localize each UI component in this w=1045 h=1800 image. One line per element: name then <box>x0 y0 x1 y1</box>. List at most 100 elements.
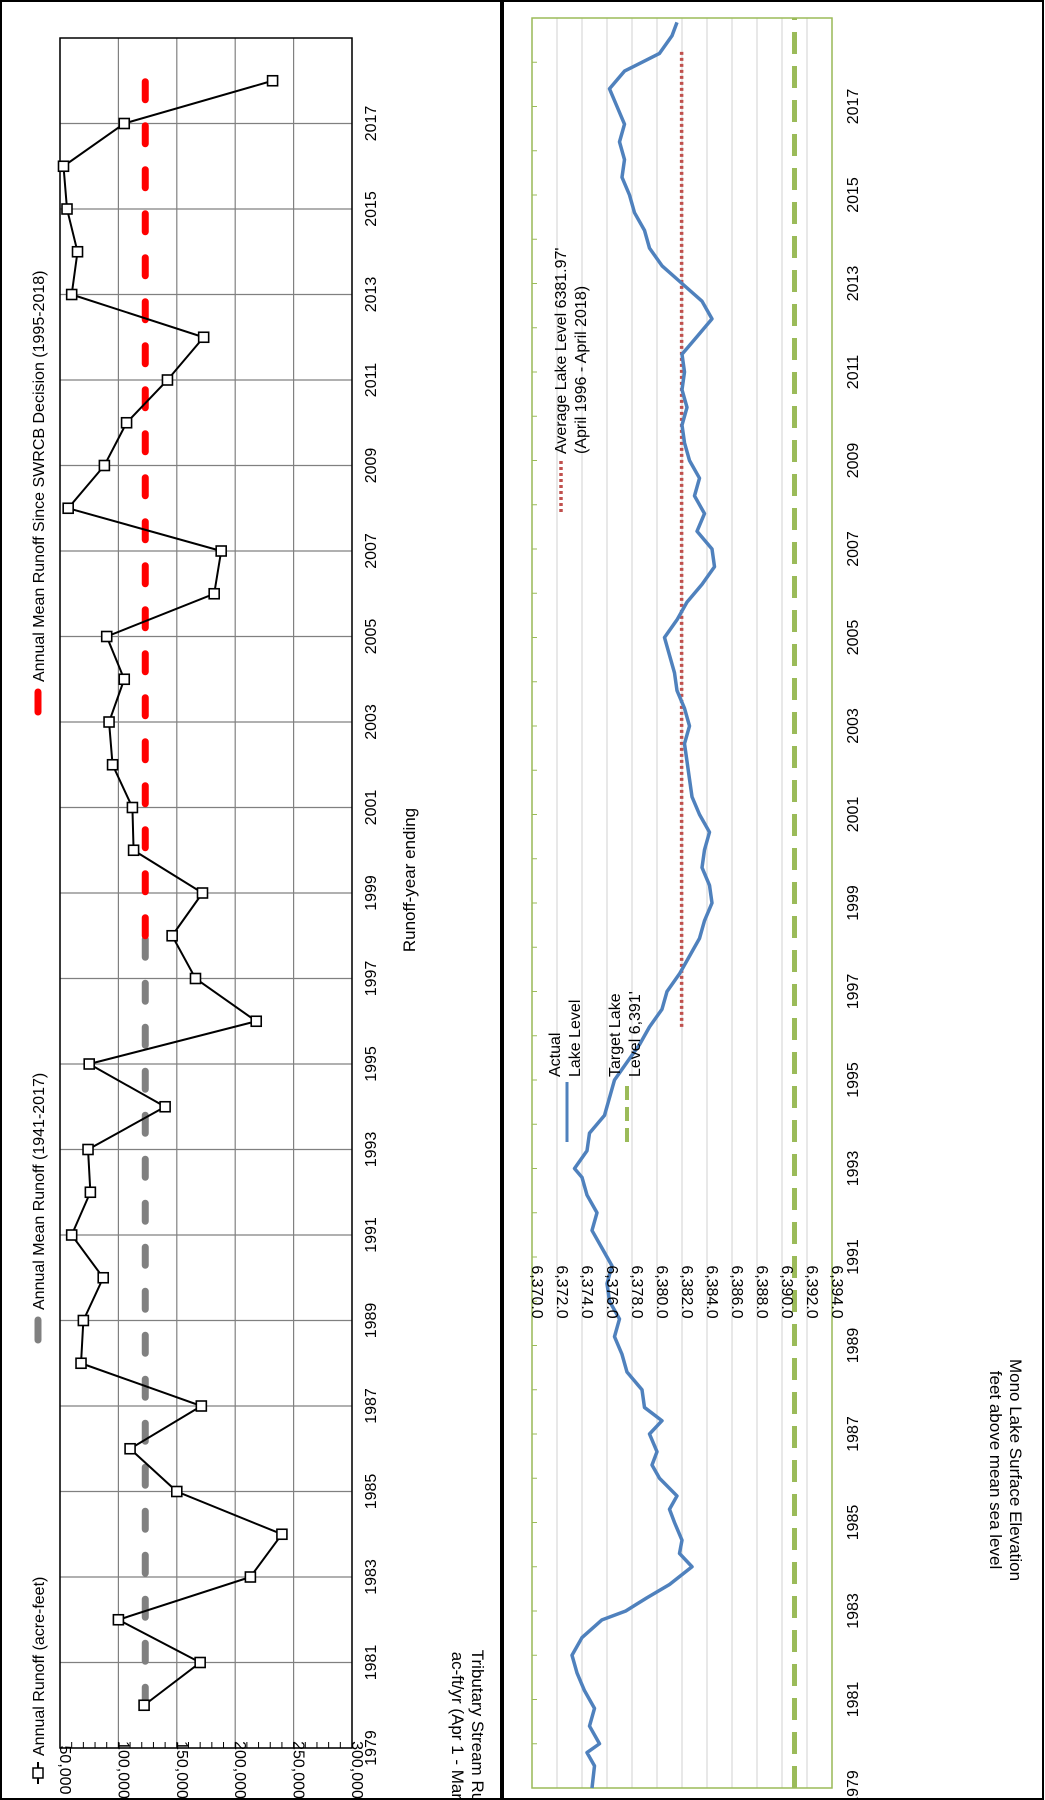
runoff-point-1990 <box>97 1271 110 1284</box>
runoff-x-tick-1997: 1997 <box>363 961 380 997</box>
legend-target-label-line1: Target Lake <box>607 993 624 1077</box>
runoff-point-2016 <box>57 160 70 173</box>
lake-level-chart: 6,370.0 6,372.0 6,374.0 6,376.0 6,378.0 6,380… <box>528 17 1025 1800</box>
lake-y-tick-6-370-0: 6,370.0 <box>528 1265 545 1318</box>
lake-x-tick-1989: 1989 <box>845 1328 862 1364</box>
runoff-point-2017 <box>118 117 131 130</box>
runoff-point-2003 <box>103 716 115 728</box>
lake-y-axis-label-line1: Mono Lake Surface Elevation <box>1006 1359 1025 1581</box>
runoff-point-1986 <box>124 1442 136 1455</box>
runoff-plot-frame <box>59 37 353 1749</box>
lake-y-tick-6-374-0: 6,374.0 <box>578 1265 595 1318</box>
runoff-x-tick-1989: 1989 <box>363 1303 380 1339</box>
lake-x-tick-1997: 1997 <box>845 974 862 1010</box>
runoff-point-1998 <box>166 929 178 942</box>
runoff-chart: 50,000 100,000 150,000 200,000 250,000 300,00… <box>31 37 487 1800</box>
runoff-point-2002 <box>106 758 119 771</box>
runoff-point-2012 <box>197 331 210 344</box>
runoff-point-1983 <box>244 1571 257 1583</box>
lake-series <box>570 18 797 1789</box>
runoff-legend: Annual Runoff (acre-feet) Annual Mean Ru… <box>31 271 48 1784</box>
runoff-point-1984 <box>276 1528 288 1541</box>
legend-mean-since-label: Annual Mean Runoff Since SWRCB Decision … <box>31 271 48 682</box>
legend-target-label-line2: Level 6,391' <box>627 991 644 1077</box>
lake-x-tick-1983: 1983 <box>845 1593 862 1629</box>
runoff-point-2000 <box>127 844 140 857</box>
lake-y-tick-6-380-0: 6,380.0 <box>653 1265 670 1318</box>
runoff-x-tick-1991: 1991 <box>363 1217 380 1253</box>
lake-x-tick-2015: 2015 <box>845 177 862 213</box>
runoff-x-tick-2013: 2013 <box>363 277 380 313</box>
runoff-point-1997 <box>189 972 202 985</box>
series-actual-lake-level <box>570 21 717 1789</box>
runoff-x-tick-1993: 1993 <box>363 1132 380 1168</box>
lake-x-tick-1999: 1999 <box>845 885 862 921</box>
runoff-point-2010 <box>120 416 133 429</box>
lake-y-tick-labels: 6,370.0 6,372.0 6,374.0 6,376.0 6,378.0 6,380… <box>528 1265 845 1318</box>
runoff-point-2014 <box>71 245 84 258</box>
runoff-x-tick-2009: 2009 <box>363 448 380 484</box>
lake-y-tick-6-390-0: 6,390.0 <box>778 1265 795 1318</box>
runoff-series <box>57 74 288 1712</box>
lake-minor-ticks <box>532 17 537 1789</box>
lake-y-tick-6-372-0: 6,372.0 <box>553 1265 570 1318</box>
runoff-point-2004 <box>118 673 131 686</box>
runoff-x-tick-1985: 1985 <box>363 1474 380 1510</box>
lake-y-tick-6-386-0: 6,386.0 <box>728 1265 745 1318</box>
runoff-y-tick-150-000: 150,000 <box>173 1741 190 1799</box>
lake-x-tick-2003: 2003 <box>845 708 862 744</box>
runoff-point-2013 <box>65 288 78 301</box>
legend-runoff-marker <box>32 1767 44 1779</box>
runoff-point-1988 <box>75 1357 87 1370</box>
runoff-point-1996 <box>250 1015 263 1028</box>
lake-x-tick-2017: 2017 <box>845 89 862 125</box>
runoff-minor-ticks <box>59 1742 341 1748</box>
runoff-y-tick-50-000: 50,000 <box>56 1746 73 1795</box>
lake-x-tick-1995: 1995 <box>845 1062 862 1098</box>
runoff-point-2007 <box>215 545 227 557</box>
lake-legend: Actual Lake Level Target Lake Level 6,39… <box>547 248 644 1142</box>
runoff-x-tick-2015: 2015 <box>363 191 380 227</box>
lake-y-tick-6-388-0: 6,388.0 <box>753 1265 770 1318</box>
lake-x-tick-2013: 2013 <box>845 266 862 302</box>
legend-runoff-label: Annual Runoff (acre-feet) <box>31 1577 48 1756</box>
bottom-panel-frame <box>502 0 1044 1800</box>
runoff-x-tick-2001: 2001 <box>363 790 380 826</box>
legend-average-label-line2: (April 1996 - April 2018) <box>573 286 590 454</box>
runoff-x-tick-1981: 1981 <box>363 1645 380 1681</box>
runoff-y-tick-100-000: 100,000 <box>114 1741 131 1799</box>
runoff-x-tick-2007: 2007 <box>363 533 380 569</box>
runoff-point-2006 <box>208 587 220 600</box>
lake-y-axis-label-line2: feet above mean sea level <box>986 1371 1005 1569</box>
runoff-point-1999 <box>196 887 209 899</box>
lake-y-tick-6-378-0: 6,378.0 <box>628 1265 645 1318</box>
lake-x-tick-2005: 2005 <box>845 620 862 656</box>
runoff-point-1989 <box>77 1314 90 1327</box>
runoff-x-axis-label: Runoff-year ending <box>400 808 419 952</box>
runoff-y-axis-label-line1: Tributary Stream Runoff <box>468 1650 487 1800</box>
lake-x-tick-1985: 1985 <box>845 1505 862 1541</box>
runoff-point-2018 <box>266 74 279 87</box>
lake-y-tick-6-384-0: 6,384.0 <box>703 1265 720 1318</box>
runoff-x-tick-2011: 2011 <box>363 363 380 398</box>
runoff-point-1981 <box>194 1656 206 1669</box>
runoff-y-tick-250-000: 250,000 <box>290 1741 307 1799</box>
runoff-point-1982 <box>112 1613 125 1626</box>
runoff-y-tick-200-000: 200,000 <box>231 1741 248 1799</box>
legend-average-label-line1: Average Lake Level 6381.97' <box>553 248 570 454</box>
runoff-x-tick-2005: 2005 <box>363 619 380 655</box>
runoff-x-tick-2017: 2017 <box>363 106 380 142</box>
runoff-point-1991 <box>65 1229 78 1241</box>
runoff-point-1993 <box>82 1143 94 1156</box>
runoff-x-tick-1987: 1987 <box>363 1388 380 1424</box>
lake-x-tick-2001: 2001 <box>845 797 862 833</box>
lake-x-tick-1991: 1991 <box>845 1239 862 1275</box>
runoff-y-tick-labels: 50,000 100,000 150,000 200,000 250,000 300,00… <box>56 1741 365 1799</box>
legend-actual-label-line2: Lake Level <box>567 1000 584 1077</box>
lake-x-tick-2007: 2007 <box>845 531 862 567</box>
runoff-point-2008 <box>62 502 74 515</box>
runoff-point-1994 <box>159 1100 171 1113</box>
